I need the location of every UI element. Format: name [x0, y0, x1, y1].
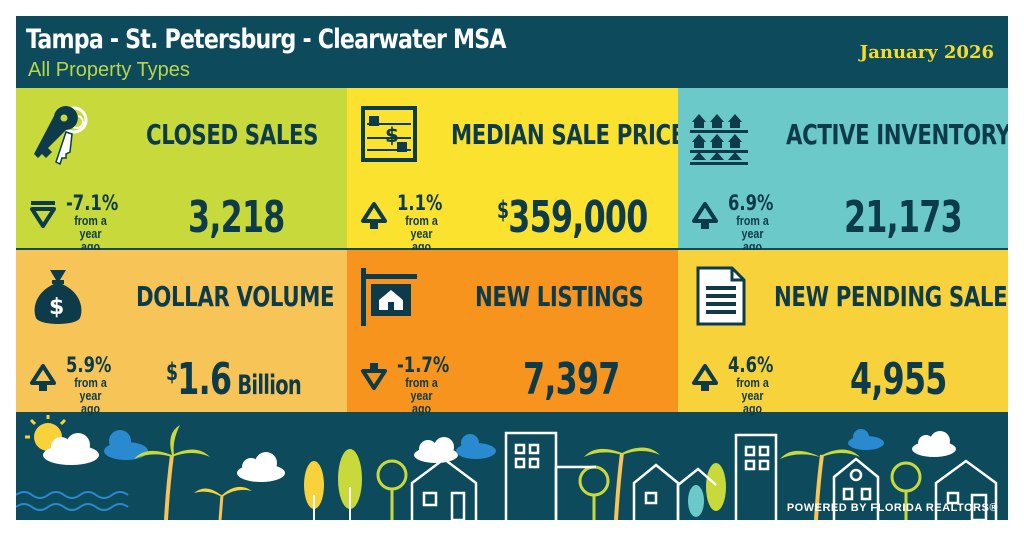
tile-dollar-volume: $ DOLLAR VOLUME 5.9% from a year ago $1.6… [16, 250, 347, 416]
tile-title: DOLLAR VOLUME [136, 280, 335, 313]
tile-title: ACTIVE INVENTORY [786, 118, 1008, 151]
change-caption: from a year ago [736, 213, 769, 254]
arrow-up-icon [692, 202, 718, 229]
money-bag-icon: $ [34, 270, 82, 324]
report-date: January 2026 [859, 42, 994, 63]
arrow-down-icon [361, 363, 387, 390]
change-percent: 6.9% [728, 191, 774, 215]
value-prefix: $ [166, 358, 178, 386]
metric-value: 7,397 [523, 354, 620, 405]
metric-number: 359,000 [508, 192, 648, 243]
arrow-up-icon [361, 202, 387, 229]
metric-number: 21,173 [844, 192, 963, 243]
metric-number: 7,397 [523, 354, 620, 405]
skyline-illustration [16, 415, 998, 520]
change-percent: 4.6% [728, 353, 774, 377]
page-subtitle: All Property Types [28, 59, 190, 81]
change-percent: 5.9% [66, 353, 112, 377]
arrow-up-icon [692, 364, 718, 391]
keys-icon [34, 106, 88, 166]
change-percent: 1.1% [397, 191, 443, 215]
metric-value: 3,218 [188, 192, 285, 243]
arrow-up-icon [30, 364, 56, 391]
svg-text:$: $ [385, 123, 399, 147]
metric-value: 21,173 [844, 192, 963, 243]
houses-icon [690, 114, 748, 165]
change-caption: from a year ago [74, 375, 107, 416]
page-title: Tampa - St. Petersburg - Clearwater MSA [26, 24, 507, 55]
change-caption: from a year ago [736, 375, 769, 416]
value-suffix: Billion [231, 370, 301, 401]
powered-by: POWERED BY FLORIDA REALTORS® [786, 502, 998, 514]
metric-value: 4,955 [850, 354, 947, 405]
change-caption: from a year ago [405, 375, 438, 416]
document-icon [696, 266, 746, 326]
infographic-frame: Tampa - St. Petersburg - Clearwater MSA … [16, 16, 1008, 520]
change-percent: -7.1% [66, 191, 119, 215]
tile-new-pending-sales: NEW PENDING SALES 4.6% from a year ago 4,… [678, 250, 1008, 416]
house-sign-icon [361, 268, 417, 326]
change-caption: from a year ago [74, 213, 107, 254]
tile-new-listings: NEW LISTINGS -1.7% from a year ago 7,397 [347, 250, 678, 416]
metric-number: 4,955 [850, 354, 947, 405]
change-percent: -1.7% [397, 353, 450, 377]
change-caption: from a year ago [405, 213, 438, 254]
arrow-down-icon [30, 201, 56, 228]
svg-text:$: $ [49, 295, 64, 320]
metric-number: 1.6 [177, 354, 232, 405]
metric-number: 3,218 [188, 192, 285, 243]
tile-title: NEW PENDING SALES [774, 280, 1008, 313]
tile-title: NEW LISTINGS [475, 280, 644, 313]
tile-closed-sales: CLOSED SALES -7.1% from a year ago 3,218 [16, 88, 347, 253]
header: Tampa - St. Petersburg - Clearwater MSA … [16, 16, 1008, 88]
tile-title: CLOSED SALES [146, 118, 319, 151]
metric-value: $359,000 [497, 192, 648, 243]
abacus-icon: $ [361, 106, 417, 162]
tile-title: MEDIAN SALE PRICE [451, 118, 685, 151]
tile-median-sale-price: $ MEDIAN SALE PRICE 1.1% from a year ago … [347, 88, 685, 253]
tile-active-inventory: ACTIVE INVENTORY 6.9% from a year ago 21,… [678, 88, 1008, 253]
metric-value: $1.6 Billion [166, 354, 302, 405]
value-prefix: $ [497, 196, 509, 224]
